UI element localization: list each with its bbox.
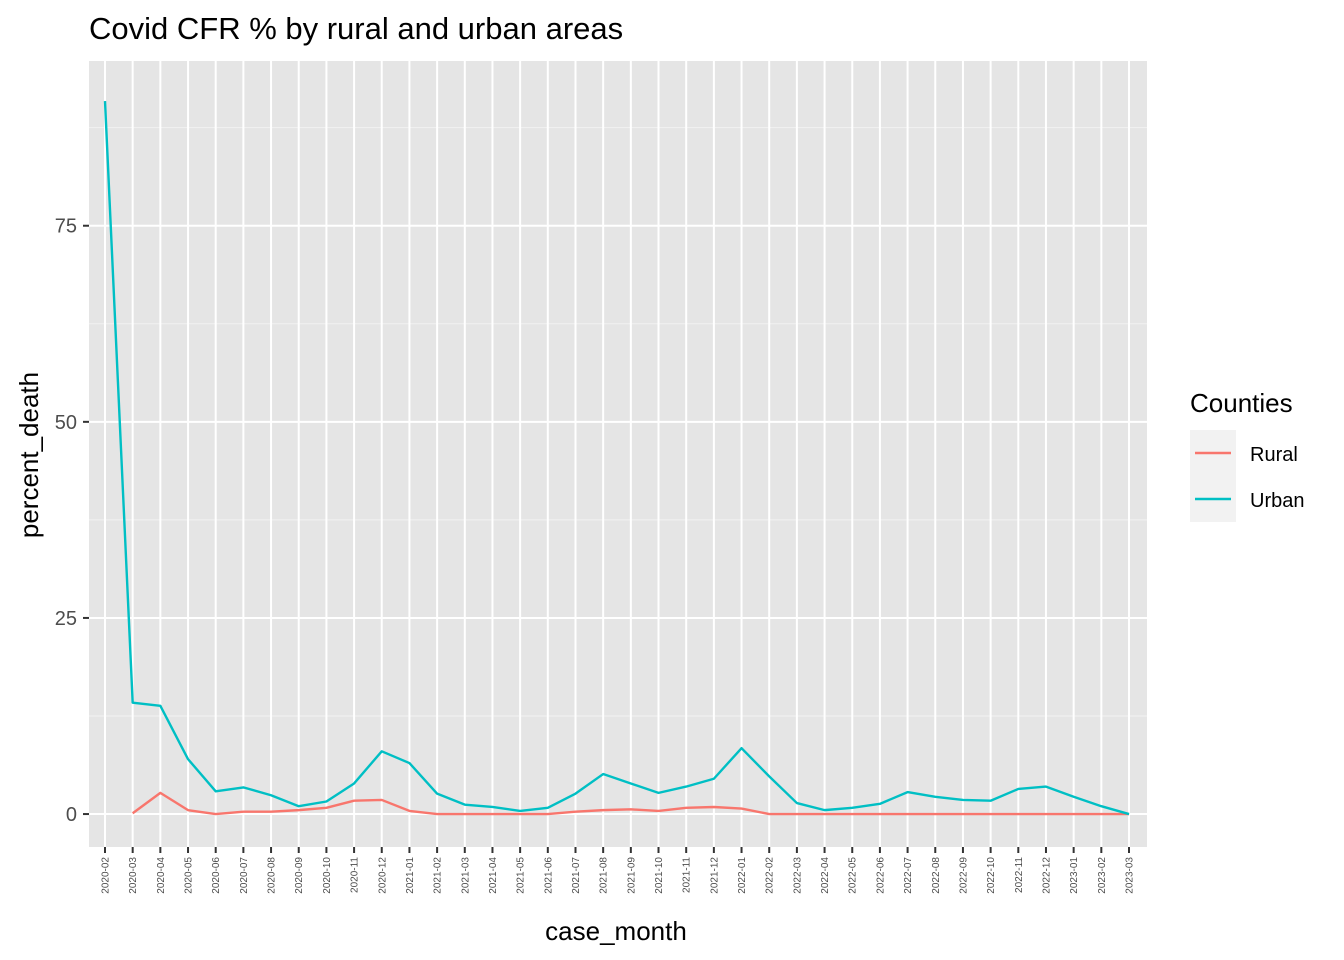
x-tick-label: 2022-01 — [737, 857, 748, 894]
x-tick-label: 2022-08 — [931, 857, 942, 894]
y-axis: 0 25 50 75 — [55, 216, 89, 826]
x-tick-label: 2021-12 — [709, 857, 720, 894]
x-tick-label: 2020-08 — [267, 857, 278, 894]
grid-major — [89, 61, 1147, 847]
x-tick-label: 2020-04 — [156, 857, 167, 894]
x-tick-label: 2022-10 — [986, 857, 997, 894]
y-tick-label: 75 — [55, 216, 77, 238]
x-tick-label: 2023-03 — [1125, 857, 1136, 894]
x-tick-label: 2020-06 — [211, 857, 222, 894]
grid-minor — [89, 127, 1147, 717]
x-tick-label: 2021-06 — [543, 857, 554, 894]
x-tick-label: 2023-02 — [1097, 857, 1108, 894]
plot-panel — [89, 61, 1147, 847]
x-tick-label: 2022-03 — [792, 857, 803, 894]
y-tick-label: 0 — [66, 804, 77, 826]
x-tick-label: 2020-10 — [322, 857, 333, 894]
x-axis: 2020-02 2020-03 2020-04 2020-05 2020-06 2020-… — [101, 847, 1136, 894]
legend-label-rural: Rural — [1250, 444, 1298, 466]
legend-label-urban: Urban — [1250, 490, 1304, 512]
legend-key-background — [1190, 430, 1236, 522]
x-tick-label: 2021-08 — [599, 857, 610, 894]
x-tick-label: 2021-11 — [682, 857, 693, 893]
series-line-urban — [103, 100, 1130, 816]
series-line-rural — [131, 791, 1129, 816]
x-tick-label: 2020-11 — [350, 857, 361, 893]
x-tick-label: 2021-01 — [405, 857, 416, 894]
x-tick-label: 2021-02 — [433, 857, 444, 894]
x-tick-label: 2020-07 — [239, 857, 250, 894]
x-tick-label: 2021-10 — [654, 857, 665, 894]
x-tick-label: 2020-02 — [101, 857, 112, 894]
x-tick-label: 2021-07 — [571, 857, 582, 894]
y-tick-label: 50 — [55, 412, 77, 434]
x-tick-label: 2021-09 — [626, 857, 637, 894]
x-tick-label: 2023-01 — [1069, 857, 1080, 894]
x-tick-label: 2022-09 — [958, 857, 969, 894]
x-tick-label: 2020-12 — [377, 857, 388, 894]
x-axis-title: case_month — [545, 916, 687, 946]
x-tick-label: 2022-05 — [848, 857, 859, 894]
x-tick-label: 2021-03 — [460, 857, 471, 894]
y-tick-label: 25 — [55, 608, 77, 630]
legend-title: Counties — [1190, 388, 1293, 418]
x-tick-label: 2022-06 — [875, 857, 886, 894]
x-tick-label: 2022-07 — [903, 857, 914, 894]
series-layer — [103, 100, 1130, 816]
x-tick-label: 2020-05 — [184, 857, 195, 894]
x-tick-label: 2022-12 — [1041, 857, 1052, 894]
x-tick-label: 2021-04 — [488, 857, 499, 894]
x-tick-label: 2020-03 — [128, 857, 139, 894]
x-tick-label: 2022-11 — [1014, 857, 1025, 893]
chart-title: Covid CFR % by rural and urban areas — [89, 11, 623, 46]
x-tick-label: 2022-02 — [765, 857, 776, 894]
y-axis-title: percent_death — [14, 372, 44, 538]
legend-items: Rural Urban — [1195, 444, 1304, 512]
x-tick-label: 2021-05 — [516, 857, 527, 894]
x-tick-label: 2020-09 — [294, 857, 305, 894]
x-tick-label: 2022-04 — [820, 857, 831, 894]
legend: Counties Rural Urban — [1190, 388, 1304, 522]
